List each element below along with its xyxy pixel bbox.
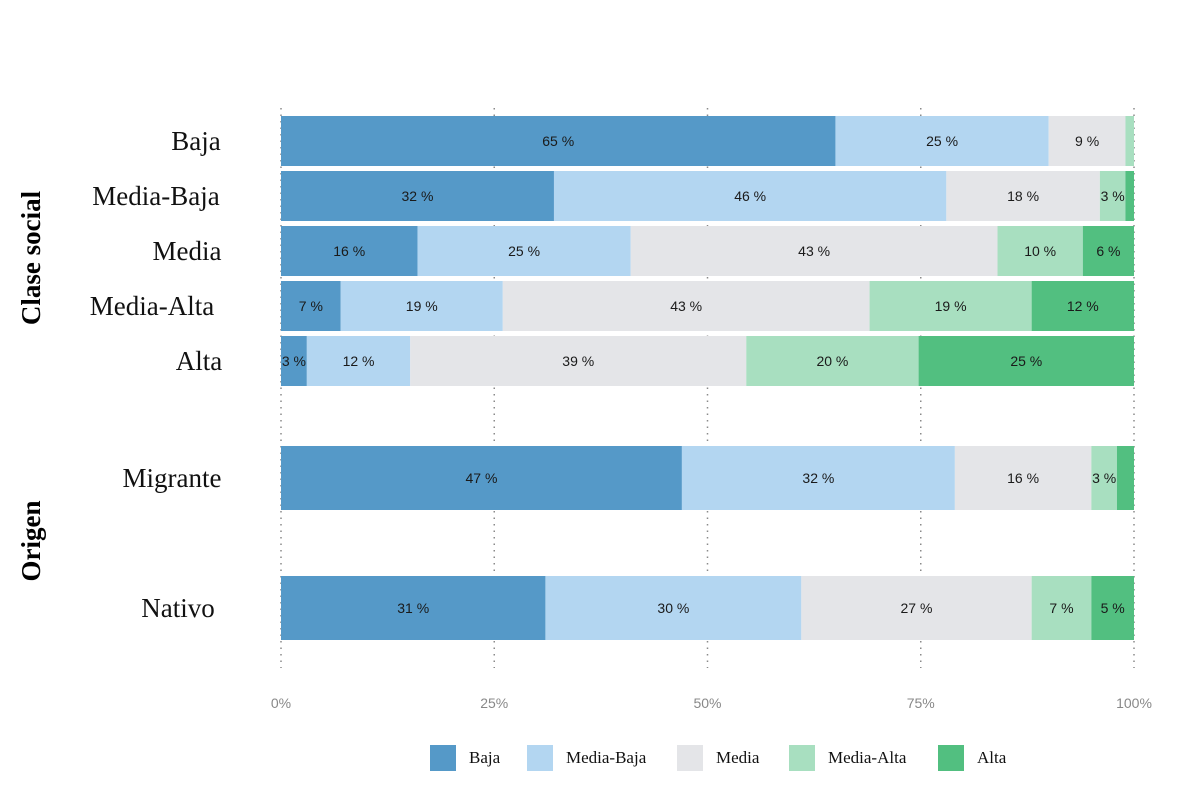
bar-alta-media-baja: [306, 336, 411, 386]
bar-media-baja-media-baja: [553, 171, 947, 221]
bar-label-media-alta-media-baja: 19 %: [406, 298, 438, 314]
bar-media-baja-media-alta: [1099, 171, 1126, 221]
bar-media-alta-baja: [281, 281, 341, 331]
bar-media-baja-media: [946, 171, 1100, 221]
group-label-origen: Origen: [16, 501, 46, 582]
bar-label-media-baja-baja: 32 %: [402, 188, 434, 204]
category-label-media: Media: [153, 236, 222, 266]
bar-label-media-alta-baja: 7 %: [299, 298, 323, 314]
bar-label-alta-alta: 25 %: [1010, 353, 1042, 369]
bar-media-alta-alta: [1031, 281, 1134, 331]
bar-media-alta-media: [502, 281, 870, 331]
bar-alta-media-alta: [746, 336, 919, 386]
x-tick-label-25: 25%: [480, 695, 508, 711]
bar-label-media-alta-alta: 12 %: [1067, 298, 1099, 314]
legend-label-baja: Baja: [469, 748, 501, 767]
bar-label-baja-baja: 65 %: [542, 133, 574, 149]
legend-label-media-baja: Media-Baja: [566, 748, 647, 767]
bar-label-alta-media-alta: 20 %: [816, 353, 848, 369]
bar-label-migrante-baja: 47 %: [465, 470, 497, 486]
bar-label-nativo-baja: 31 %: [397, 600, 429, 616]
bar-media-alta-media-alta: [869, 281, 1032, 331]
category-label-nativo: Nativo: [141, 593, 215, 623]
group-labels: Clase social Origen: [16, 190, 46, 581]
category-label-media-baja: Media-Baja: [92, 181, 219, 211]
bar-alta-baja: [281, 336, 307, 386]
bar-alta-alta: [918, 336, 1134, 386]
bar-label-nativo-alta: 5 %: [1101, 600, 1125, 616]
bar-label-nativo-media-alta: 7 %: [1049, 600, 1073, 616]
bar-nativo-media: [801, 576, 1032, 640]
bar-label-media-baja-media-alta: 3 %: [1101, 188, 1125, 204]
bar-nativo-media-baja: [545, 576, 802, 640]
bar-media-media: [630, 226, 998, 276]
bar-label-media-baja-media: 18 %: [1007, 188, 1039, 204]
legend-swatch-media: [677, 745, 703, 771]
bar-label-media-baja-media-baja: 46 %: [734, 188, 766, 204]
category-labels: Baja Media-Baja Media Media-Alta Alta Migrant…: [90, 126, 222, 623]
x-tick-label-50: 50%: [693, 695, 721, 711]
legend-swatch-media-alta: [789, 745, 815, 771]
bar-nativo-alta: [1091, 576, 1134, 640]
x-tick-label-100: 100%: [1116, 695, 1152, 711]
bar-media-baja: [281, 226, 418, 276]
x-tick-label-0: 0%: [271, 695, 291, 711]
bar-migrante-baja: [281, 446, 682, 510]
bar-label-media-media-baja: 25 %: [508, 243, 540, 259]
group-label-clase-social: Clase social: [16, 190, 46, 325]
bar-baja-media-alta: [1125, 116, 1134, 166]
bar-label-nativo-media: 27 %: [901, 600, 933, 616]
x-axis-ticks: 0% 25% 50% 75% 100%: [271, 695, 1152, 711]
legend: Baja Media-Baja Media Media-Alta Alta: [430, 745, 1007, 771]
bar-nativo-media-alta: [1031, 576, 1092, 640]
bar-media-baja-alta: [1125, 171, 1134, 221]
bar-label-baja-media-baja: 25 %: [926, 133, 958, 149]
bar-migrante-media: [954, 446, 1092, 510]
bar-label-baja-media: 9 %: [1075, 133, 1099, 149]
bar-baja-media-baja: [835, 116, 1049, 166]
bar-media-media-baja: [417, 226, 631, 276]
category-label-media-alta: Media-Alta: [90, 291, 214, 321]
bar-label-migrante-media-baja: 32 %: [802, 470, 834, 486]
category-label-alta: Alta: [176, 346, 223, 376]
legend-swatch-alta: [938, 745, 964, 771]
bar-label-media-media: 43 %: [798, 243, 830, 259]
bar-label-media-media-alta: 10 %: [1024, 243, 1056, 259]
bar-media-alta-media-baja: [340, 281, 503, 331]
bar-label-alta-baja: 3 %: [282, 353, 306, 369]
legend-label-alta: Alta: [977, 748, 1007, 767]
bar-label-media-baja: 16 %: [333, 243, 365, 259]
bar-label-media-alta-media: 43 %: [670, 298, 702, 314]
bar-media-baja-baja: [281, 171, 554, 221]
bar-label-migrante-media: 16 %: [1007, 470, 1039, 486]
bar-label-alta-media: 39 %: [562, 353, 594, 369]
legend-label-media: Media: [716, 748, 760, 767]
bar-media-alta: [1082, 226, 1134, 276]
bar-alta-media: [410, 336, 747, 386]
legend-label-media-alta: Media-Alta: [828, 748, 907, 767]
bar-migrante-alta: [1116, 446, 1134, 510]
bar-nativo-baja: [281, 576, 546, 640]
bar-labels: 65 % 25 % 9 % 32 % 46 % 18 % 3 % 16 % 25 % 43 % 10…: [282, 133, 1125, 616]
bar-label-media-alta-media-alta: 19 %: [935, 298, 967, 314]
bar-label-nativo-media-baja: 30 %: [657, 600, 689, 616]
category-label-baja: Baja: [171, 126, 220, 156]
bar-migrante-media-alta: [1091, 446, 1117, 510]
legend-swatch-baja: [430, 745, 456, 771]
bar-label-migrante-media-alta: 3 %: [1092, 470, 1116, 486]
bar-label-alta-media-baja: 12 %: [343, 353, 375, 369]
legend-swatch-media-baja: [527, 745, 553, 771]
bars: [281, 116, 1134, 640]
category-label-migrante: Migrante: [123, 463, 222, 493]
bar-label-media-alta: 6 %: [1096, 243, 1120, 259]
bar-media-media-alta: [997, 226, 1083, 276]
bar-baja-baja: [281, 116, 836, 166]
bar-migrante-media-baja: [681, 446, 955, 510]
bar-baja-media: [1048, 116, 1126, 166]
grid-lines: [280, 108, 1135, 668]
x-tick-label-75: 75%: [907, 695, 935, 711]
